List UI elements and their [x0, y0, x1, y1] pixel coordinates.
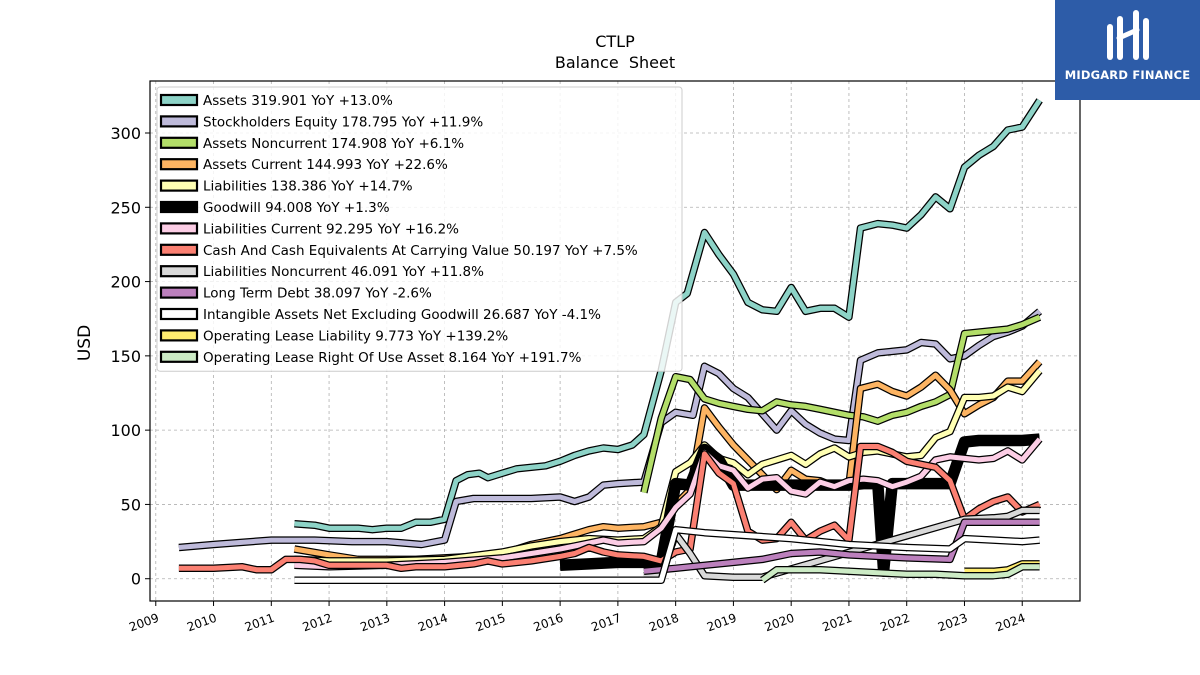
x-tick-label: 2010: [185, 611, 218, 635]
midgard-logo-icon: [1107, 10, 1149, 60]
x-tick-label: 2019: [705, 611, 738, 635]
series-line-stroke: [294, 369, 1042, 564]
x-tick-label: 2015: [474, 611, 507, 635]
series-line: [643, 518, 1040, 576]
legend-label: Liabilities Current 92.295 YoY +16.2%: [203, 221, 459, 237]
series-layer: [178, 98, 1043, 584]
series-line-stroke: [178, 309, 1042, 550]
legend-label: Long Term Debt 38.097 YoY -2.6%: [203, 286, 432, 302]
legend-item: Stockholders Equity 178.795 YoY +11.9%: [159, 114, 483, 130]
legend-label: Cash And Cash Equivalents At Carrying Va…: [203, 243, 638, 259]
x-tick-label: 2024: [994, 611, 1027, 635]
legend-item: Liabilities Noncurrent 46.091 YoY +11.8%: [159, 264, 484, 280]
legend-item: Cash And Cash Equivalents At Carrying Va…: [159, 243, 638, 259]
series-line: [294, 525, 1040, 584]
legend-swatch: [159, 158, 199, 171]
chart-subtitle: Balance Sheet: [555, 53, 675, 72]
legend-item: Liabilities 138.386 YoY +14.7%: [159, 179, 413, 195]
legend-swatch: [159, 200, 199, 214]
brand-name: MIDGARD FINANCE: [1064, 68, 1191, 82]
legend-item: Operating Lease Right Of Use Asset 8.164…: [159, 350, 582, 366]
legend-label: Operating Lease Liability 9.773 YoY +139…: [203, 328, 508, 344]
x-tick-label: 2023: [936, 611, 969, 635]
x-tick-label: 2013: [358, 611, 391, 635]
y-tick-label: 0: [131, 570, 141, 589]
legend-item: Assets Noncurrent 174.908 YoY +6.1%: [159, 136, 464, 152]
series-line: [178, 308, 1043, 552]
x-tick-label: 2016: [532, 611, 565, 635]
series-line: [559, 433, 1041, 578]
legend-label: Goodwill 94.008 YoY +1.3%: [203, 200, 390, 216]
series-line: [640, 313, 1042, 494]
y-tick-label: 150: [110, 347, 141, 366]
series-line: [294, 368, 1043, 565]
y-tick-label: 300: [110, 124, 141, 143]
x-tick-label: 2009: [127, 611, 160, 635]
legend-item: Assets Current 144.993 YoY +22.6%: [159, 157, 448, 173]
legend-item: Assets 319.901 YoY +13.0%: [159, 93, 393, 109]
series-line: [760, 563, 1040, 584]
y-tick-label: 250: [110, 198, 141, 217]
series-line-stroke: [294, 437, 1042, 570]
legend-item: Operating Lease Liability 9.773 YoY +139…: [159, 328, 508, 344]
legend-label: Assets 319.901 YoY +13.0%: [203, 93, 393, 109]
legend-label: Stockholders Equity 178.795 YoY +11.9%: [203, 114, 483, 130]
legend-item: Intangible Assets Net Excluding Goodwill…: [159, 307, 601, 323]
legend-item: Goodwill 94.008 YoY +1.3%: [159, 200, 390, 216]
y-axis-label: USD: [75, 325, 95, 361]
legend-label: Intangible Assets Net Excluding Goodwill…: [203, 307, 601, 323]
x-tick-label: 2018: [647, 611, 680, 635]
series-line-stroke: [643, 519, 1040, 574]
series-line-stroke: [559, 434, 1040, 576]
legend-swatch: [159, 350, 199, 363]
legend-swatch: [159, 179, 199, 192]
legend: Assets 319.901 YoY +13.0% Stockholders Eq…: [156, 86, 683, 372]
x-tick-label: 2011: [243, 611, 276, 635]
legend-label: Assets Current 144.993 YoY +22.6%: [203, 157, 448, 173]
legend-label: Liabilities 138.386 YoY +14.7%: [203, 179, 413, 195]
x-tick-label: 2020: [763, 611, 796, 635]
legend-label: Liabilities Noncurrent 46.091 YoY +11.8%: [203, 264, 484, 280]
legend-label: Assets Noncurrent 174.908 YoY +6.1%: [203, 136, 464, 152]
x-tick-label: 2017: [589, 611, 622, 635]
legend-swatch: [159, 265, 199, 278]
legend-box: [156, 86, 683, 372]
y-tick-label: 50: [121, 495, 141, 514]
y-tick-label: 100: [110, 421, 141, 440]
x-tick-label: 2012: [301, 611, 334, 635]
legend-swatch: [159, 307, 199, 321]
legend-swatch: [159, 222, 199, 235]
legend-swatch: [159, 93, 199, 107]
x-tick-label: 2022: [878, 611, 911, 635]
series-line-stroke: [294, 527, 1040, 583]
y-tick-label: 200: [110, 273, 141, 292]
legend-swatch: [159, 329, 199, 342]
legend-swatch: [159, 136, 199, 149]
series-line-stroke: [760, 564, 1040, 583]
series-line-stroke: [178, 444, 1041, 573]
midgard-finance-logo: MIDGARD FINANCE: [1055, 0, 1200, 100]
series-line: [294, 436, 1043, 571]
x-tick-label: 2021: [820, 611, 853, 635]
legend-item: Liabilities Current 92.295 YoY +16.2%: [159, 221, 459, 237]
x-tick-label: 2014: [416, 611, 449, 635]
series-line-stroke: [641, 314, 1041, 494]
series-line: [178, 442, 1042, 574]
legend-item: Long Term Debt 38.097 YoY -2.6%: [159, 286, 432, 302]
legend-label: Operating Lease Right Of Use Asset 8.164…: [203, 350, 582, 366]
legend-swatch: [159, 286, 199, 299]
legend-swatch: [159, 115, 199, 128]
legend-swatch: [159, 243, 199, 256]
plot-frame: [149, 80, 1081, 602]
chart-title: CTLP: [595, 32, 635, 51]
